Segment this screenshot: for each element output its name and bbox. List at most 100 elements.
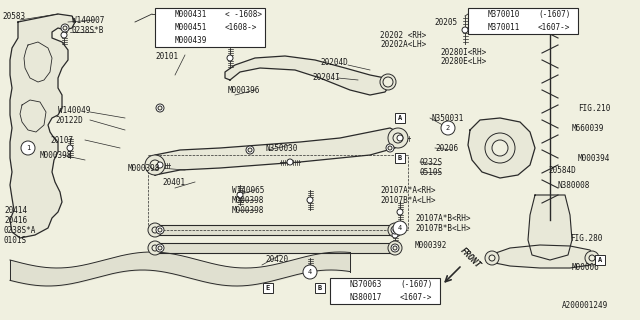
Circle shape (441, 121, 455, 135)
Circle shape (152, 227, 158, 233)
Text: 1: 1 (162, 25, 166, 30)
Bar (263, 283, 273, 293)
Circle shape (156, 244, 164, 252)
Polygon shape (10, 14, 75, 238)
Text: N380017: N380017 (350, 293, 382, 302)
Bar (315, 283, 325, 293)
Text: M000396: M000396 (228, 85, 260, 94)
Text: 1: 1 (162, 12, 166, 17)
Circle shape (392, 245, 398, 251)
Circle shape (472, 10, 482, 20)
Circle shape (388, 223, 402, 237)
Text: 0232S: 0232S (420, 157, 443, 166)
Text: (-1607): (-1607) (538, 10, 570, 19)
Text: 20101: 20101 (155, 52, 178, 60)
Circle shape (63, 26, 67, 30)
Circle shape (489, 255, 495, 261)
Text: 20205: 20205 (434, 18, 457, 27)
Circle shape (585, 251, 599, 265)
Text: 20202A<LH>: 20202A<LH> (380, 39, 426, 49)
Text: M000398: M000398 (232, 205, 264, 214)
Bar (468, 8, 578, 34)
Text: < -1608>: < -1608> (225, 10, 262, 19)
Text: 2: 2 (446, 125, 450, 131)
Bar (148, 155, 408, 230)
Circle shape (392, 232, 398, 238)
Circle shape (246, 146, 254, 154)
Circle shape (158, 106, 162, 110)
Text: 20107B*B<LH>: 20107B*B<LH> (415, 223, 470, 233)
Text: 2: 2 (162, 38, 166, 43)
Text: A: A (398, 115, 402, 121)
Circle shape (156, 226, 164, 234)
Circle shape (145, 155, 165, 175)
Text: 20107B*A<LH>: 20107B*A<LH> (380, 196, 435, 204)
Circle shape (393, 221, 407, 235)
Circle shape (158, 246, 162, 250)
Text: M00006: M00006 (572, 263, 600, 273)
Text: 0238S*B: 0238S*B (72, 26, 104, 35)
Circle shape (148, 241, 162, 255)
Text: 20280E<LH>: 20280E<LH> (440, 57, 486, 66)
Text: M000398: M000398 (128, 164, 161, 172)
Bar (395, 153, 405, 163)
Text: M000451: M000451 (175, 23, 207, 32)
Text: 4: 4 (398, 225, 402, 231)
Circle shape (388, 128, 408, 148)
Text: B: B (318, 285, 322, 291)
Text: 3: 3 (475, 25, 479, 30)
Text: FIG.280: FIG.280 (570, 234, 602, 243)
Text: 4: 4 (337, 295, 341, 300)
Circle shape (393, 228, 397, 232)
Circle shape (248, 148, 252, 152)
Circle shape (150, 160, 160, 170)
Text: 20414: 20414 (4, 205, 27, 214)
Polygon shape (528, 195, 572, 260)
Polygon shape (225, 56, 390, 95)
Text: 20416: 20416 (4, 215, 27, 225)
Text: N380008: N380008 (558, 180, 590, 189)
Text: 20280I<RH>: 20280I<RH> (440, 47, 486, 57)
Circle shape (227, 55, 233, 61)
Circle shape (61, 32, 67, 38)
Text: M660039: M660039 (572, 124, 604, 132)
Circle shape (485, 251, 499, 265)
Circle shape (393, 246, 397, 250)
Bar (532, 12, 568, 20)
Text: FIG.210: FIG.210 (578, 103, 611, 113)
Text: 20122D: 20122D (55, 116, 83, 124)
Bar (155, 8, 265, 47)
Circle shape (397, 209, 403, 215)
Bar (330, 278, 440, 304)
Text: <1607->: <1607-> (538, 23, 570, 32)
Text: 20206: 20206 (435, 143, 458, 153)
Text: A200001249: A200001249 (562, 300, 608, 309)
Circle shape (287, 159, 293, 165)
Text: W140065: W140065 (232, 186, 264, 195)
Circle shape (152, 245, 158, 251)
Circle shape (492, 140, 508, 156)
Circle shape (159, 36, 169, 45)
Polygon shape (468, 118, 535, 178)
Text: M370011: M370011 (488, 23, 520, 32)
Text: FRONT: FRONT (458, 246, 482, 270)
Text: 20107A*A<RH>: 20107A*A<RH> (380, 186, 435, 195)
Circle shape (462, 27, 468, 33)
Bar (155, 225, 395, 235)
Text: 20204I: 20204I (312, 73, 340, 82)
Text: <1608->: <1608-> (225, 23, 257, 32)
Circle shape (380, 74, 396, 90)
Text: M000439: M000439 (175, 36, 207, 45)
Polygon shape (148, 128, 400, 175)
Text: M000398: M000398 (232, 196, 264, 204)
Circle shape (388, 241, 402, 255)
Text: 20107: 20107 (50, 135, 73, 145)
Text: W140007: W140007 (72, 15, 104, 25)
Circle shape (386, 144, 394, 152)
Text: B: B (398, 155, 402, 161)
Text: 20204D: 20204D (320, 58, 348, 67)
Circle shape (391, 244, 399, 252)
Text: 20202 <RH>: 20202 <RH> (380, 30, 426, 39)
Text: N370063: N370063 (350, 280, 382, 289)
Circle shape (485, 133, 515, 163)
